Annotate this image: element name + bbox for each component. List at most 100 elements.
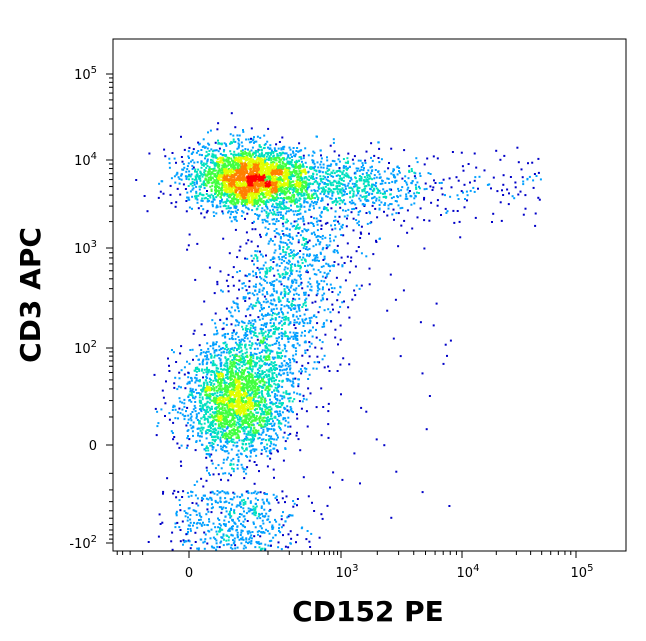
event-dot xyxy=(282,171,285,174)
event-dot xyxy=(253,156,256,158)
event-dot xyxy=(225,373,227,376)
event-dot xyxy=(363,167,365,170)
event-dot xyxy=(205,394,208,397)
event-dot xyxy=(219,383,222,386)
event-dot xyxy=(358,175,361,177)
event-dot xyxy=(191,182,194,184)
event-dot xyxy=(227,452,230,455)
event-dot xyxy=(262,201,265,204)
event-dot xyxy=(255,454,258,457)
event-dot xyxy=(253,375,256,378)
event-dot xyxy=(227,187,230,190)
event-dot xyxy=(244,179,247,182)
event-dot xyxy=(233,167,236,170)
event-dot xyxy=(291,172,294,175)
event-dot xyxy=(192,390,195,393)
event-dot xyxy=(248,438,251,441)
event-dot xyxy=(289,153,292,156)
event-dot xyxy=(239,188,242,190)
event-dot xyxy=(245,201,248,204)
event-dot xyxy=(253,140,256,143)
event-dot xyxy=(286,190,289,193)
event-dot xyxy=(225,369,228,371)
event-dot xyxy=(240,185,243,188)
event-dot xyxy=(266,206,269,209)
event-dot xyxy=(298,167,301,170)
event-dot xyxy=(251,192,254,195)
event-dot xyxy=(210,188,213,191)
event-dot xyxy=(259,200,262,203)
event-dot xyxy=(264,410,267,413)
event-dot xyxy=(186,444,189,447)
event-dot xyxy=(466,199,468,202)
event-dot xyxy=(397,187,400,190)
event-dot xyxy=(268,420,270,423)
event-dot xyxy=(205,479,208,482)
event-dot xyxy=(248,157,251,160)
event-dot xyxy=(278,200,281,203)
event-dot xyxy=(364,197,367,200)
event-dot xyxy=(442,178,445,181)
event-dot xyxy=(280,173,283,176)
event-dot xyxy=(346,214,349,217)
event-dot xyxy=(463,206,466,209)
event-dot xyxy=(205,447,208,449)
event-dot xyxy=(188,170,191,173)
event-dot xyxy=(237,167,240,170)
event-dot xyxy=(338,215,341,218)
event-dot xyxy=(282,202,285,205)
event-dot xyxy=(274,383,277,386)
event-dot xyxy=(238,351,241,354)
event-dot xyxy=(215,212,218,215)
event-dot xyxy=(304,185,307,188)
event-dot xyxy=(304,170,307,172)
event-dot xyxy=(235,423,238,426)
event-dot xyxy=(296,172,299,175)
event-dot xyxy=(203,183,206,185)
event-dot xyxy=(198,439,201,442)
event-dot xyxy=(243,199,246,202)
event-dot xyxy=(502,174,505,177)
event-dot xyxy=(193,404,196,407)
event-dot xyxy=(312,193,315,196)
event-dot xyxy=(363,176,366,179)
event-dot xyxy=(210,158,212,161)
event-dot xyxy=(351,188,354,190)
event-dot xyxy=(194,376,197,379)
event-dot xyxy=(195,379,198,382)
event-dot xyxy=(313,207,315,210)
event-dot xyxy=(226,174,229,177)
event-dot xyxy=(216,444,219,447)
event-dot xyxy=(200,351,203,354)
event-dot xyxy=(269,169,272,172)
event-dot xyxy=(246,157,248,160)
event-dot xyxy=(219,156,222,159)
event-dot xyxy=(191,178,194,181)
event-dot xyxy=(197,412,200,415)
event-dot xyxy=(338,185,341,187)
event-dot xyxy=(222,205,225,208)
event-dot xyxy=(433,179,435,182)
event-dot xyxy=(342,199,345,202)
event-dot xyxy=(274,186,277,189)
event-dot xyxy=(343,183,346,186)
event-dot xyxy=(260,166,263,169)
event-dot xyxy=(284,165,287,168)
event-dot xyxy=(245,418,248,421)
event-dot xyxy=(275,143,278,146)
event-dot xyxy=(209,173,212,176)
event-dot xyxy=(266,168,269,171)
event-dot xyxy=(299,163,302,166)
event-dot xyxy=(268,439,271,442)
event-dot xyxy=(255,164,258,167)
event-dot xyxy=(239,172,242,175)
event-dot xyxy=(316,135,318,138)
event-dot xyxy=(273,422,276,425)
event-dot xyxy=(247,382,250,385)
event-dot xyxy=(360,177,363,180)
event-dot xyxy=(223,380,226,382)
event-dot xyxy=(231,198,234,200)
event-dot xyxy=(347,167,349,170)
event-dot xyxy=(254,151,257,154)
event-dot xyxy=(227,435,230,438)
